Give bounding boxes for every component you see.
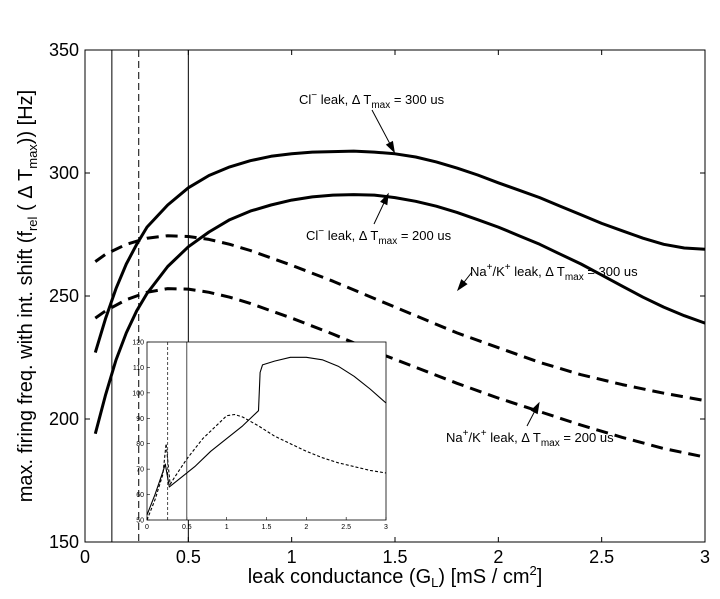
annotation-arrow-1 xyxy=(373,200,386,225)
series-line-0 xyxy=(93,149,706,354)
x-tick-label: 2 xyxy=(493,547,503,567)
inset-x-tick-label: 3 xyxy=(384,524,388,531)
inset-plot-area xyxy=(146,341,387,521)
annotation-arrowhead-1 xyxy=(380,192,389,206)
inset-y-tick-label: 50 xyxy=(136,518,144,525)
inset-y-tick-label: 70 xyxy=(136,467,144,474)
series-line-3 xyxy=(94,287,706,459)
inset-x-tick-label: 1 xyxy=(225,524,229,531)
x-tick-label: 0.5 xyxy=(176,547,201,567)
annotation-arrowhead-0 xyxy=(385,140,395,154)
x-tick-label: 1 xyxy=(287,547,297,567)
series-group xyxy=(93,149,706,459)
y-tick-label: 250 xyxy=(49,286,79,306)
x-tick-label: 3 xyxy=(700,547,710,567)
x-tick-label: 0 xyxy=(80,547,90,567)
inset-y-tick-label: 60 xyxy=(136,492,144,499)
annotation-label-2: Na+/K+ leak, Δ Tmax = 300 us xyxy=(470,262,638,283)
y-tick-label: 150 xyxy=(49,532,79,552)
series-line-2 xyxy=(94,234,706,403)
y-tick-label: 350 xyxy=(49,40,79,60)
inset-vertical-markers xyxy=(167,342,188,520)
inset-axis-ticks: 0 0.5 1 1.5 2 2.5 3 50 60 70 80 90 100 110 120 xyxy=(132,340,388,532)
inset-y-tick-label: 80 xyxy=(136,441,144,448)
x-tick-label: 2.5 xyxy=(589,547,614,567)
annotation-arrowhead-2 xyxy=(457,279,468,292)
inset-x-tick-label: 2.5 xyxy=(341,524,351,531)
x-axis-label: leak conductance (GL) [mS / cm2] xyxy=(248,563,543,590)
annotation-label-3: Na+/K+ leak, Δ Tmax = 200 us xyxy=(446,428,614,449)
inset-x-tick-label: 0 xyxy=(145,524,149,531)
inset-x-tick-label: 2 xyxy=(304,524,308,531)
y-axis-label: max. firing freq. with int. shift (frel … xyxy=(15,90,40,502)
annotation-arrowhead-3 xyxy=(530,401,540,415)
annotations: Cl− leak, Δ Tmax = 300 us Cl− leak, Δ Tma… xyxy=(299,90,638,449)
annotation-arrow-3 xyxy=(526,409,536,427)
y-tick-label: 200 xyxy=(49,409,79,429)
inset-series-line-1 xyxy=(146,413,387,521)
inset-y-tick-label: 110 xyxy=(133,365,144,372)
inset-x-tick-label: 1.5 xyxy=(262,524,272,531)
x-tick-label: 1.5 xyxy=(382,547,407,567)
inset-y-tick-label: 90 xyxy=(136,416,144,423)
annotation-arrow-0 xyxy=(371,109,392,146)
y-tick-label: 300 xyxy=(49,163,79,183)
inset-x-tick-label: 0.5 xyxy=(182,524,192,531)
annotation-label-1: Cl− leak, Δ Tmax = 200 us xyxy=(306,226,452,247)
annotation-label-0: Cl− leak, Δ Tmax = 300 us xyxy=(299,90,445,111)
inset-y-tick-label: 120 xyxy=(132,340,144,347)
inset-series-line-0 xyxy=(146,356,387,516)
series-line-1 xyxy=(93,193,706,435)
inset-series-group xyxy=(146,356,387,521)
inset-y-tick-label: 100 xyxy=(132,390,144,397)
inset-chart: 0 0.5 1 1.5 2 2.5 3 50 60 70 80 90 100 110 120 xyxy=(132,340,388,532)
